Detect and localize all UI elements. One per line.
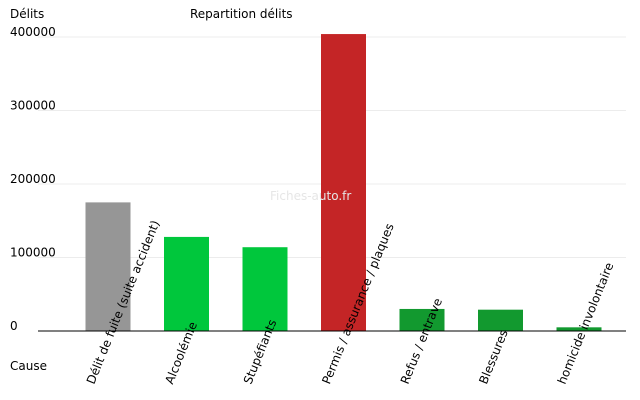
bar [478, 309, 523, 331]
bars [85, 34, 602, 332]
y-tick-label: 300000 [10, 99, 56, 113]
bar [321, 34, 366, 332]
bar [164, 236, 209, 331]
bar [399, 308, 445, 331]
x-tick-label: homicide involontaire [555, 261, 617, 387]
y-tick-label: 200000 [10, 172, 56, 186]
y-tick-label: 0 [10, 319, 18, 333]
x-axis-label: Cause [10, 359, 47, 373]
bar [85, 202, 131, 331]
y-tick-labels: 0 100000 200000 300000 400000 [10, 25, 56, 333]
x-tick-label: Blessures [476, 328, 510, 386]
y-tick-label: 400000 [10, 25, 56, 39]
bar [556, 327, 602, 331]
y-axis-label: Délits [10, 7, 44, 21]
bar [242, 247, 288, 331]
y-tick-label: 100000 [10, 246, 56, 260]
watermark: Fiches-auto.fr [270, 189, 351, 203]
chart-title: Repartition délits [190, 7, 293, 21]
